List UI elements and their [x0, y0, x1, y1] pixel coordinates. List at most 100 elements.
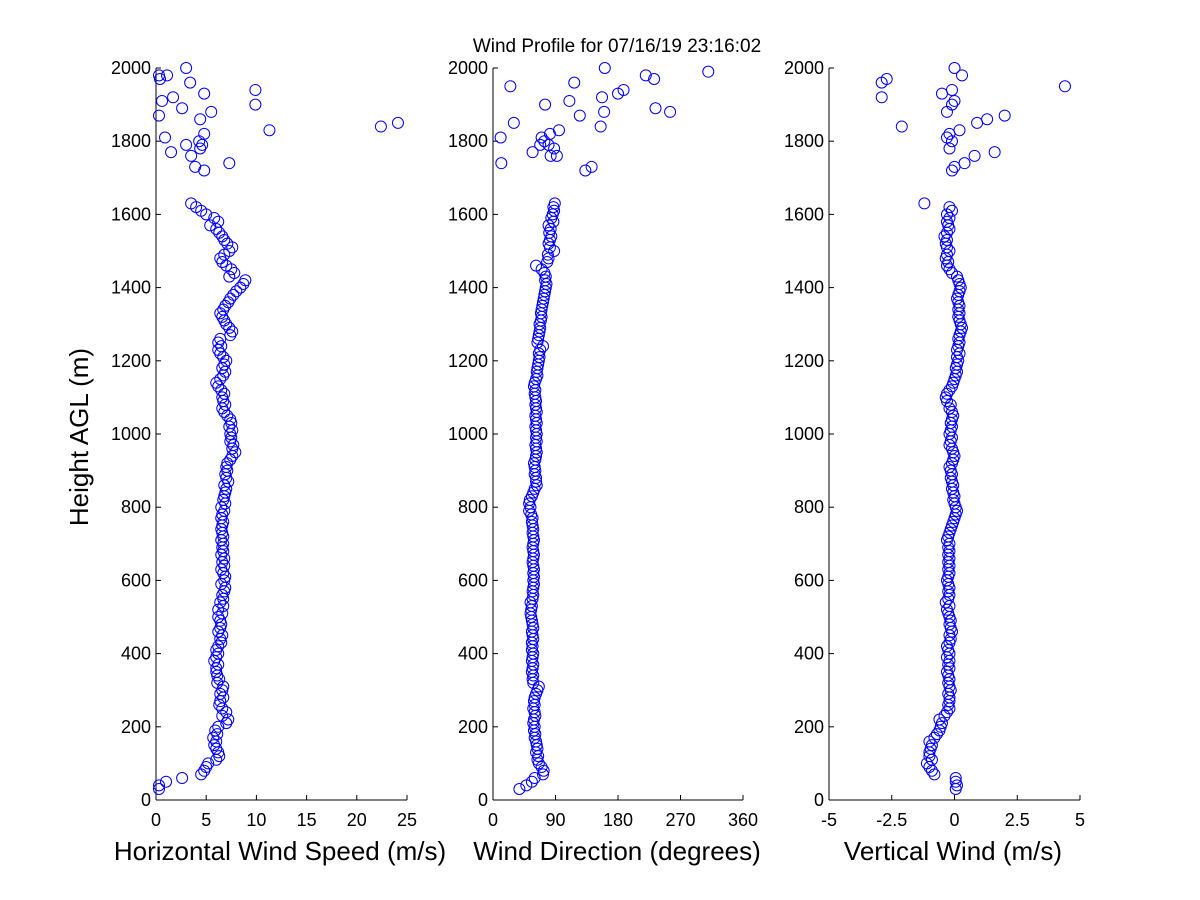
vertical-data-point	[940, 651, 953, 664]
speed-y-tick-label: 1400	[111, 278, 151, 298]
direction-data-point	[639, 69, 652, 82]
vertical-data-point	[942, 255, 955, 268]
speed-data-point	[218, 585, 231, 598]
direction-x-tick-label: 270	[665, 810, 695, 830]
speed-data-point	[226, 325, 239, 338]
vertical-data-point	[925, 739, 938, 752]
vertical-data-point	[923, 761, 936, 774]
speed-data-point	[223, 157, 236, 170]
vertical-x-tick-label: 5	[1075, 810, 1085, 830]
speed-data-point	[224, 413, 237, 426]
speed-data-point	[156, 94, 169, 107]
direction-data-point	[552, 124, 565, 137]
vertical-y-tick-label: 1600	[784, 204, 824, 224]
vertical-data-point	[923, 750, 936, 763]
vertical-data-point	[1058, 80, 1071, 93]
vertical-data-point	[940, 215, 953, 228]
vertical-x-tick-label: -5	[821, 810, 837, 830]
speed-data-point	[218, 387, 231, 400]
direction-data-point	[531, 742, 544, 755]
speed-data-point	[230, 285, 243, 298]
speed-data-point	[220, 706, 233, 719]
vertical-data-point	[940, 640, 953, 653]
direction-data-point	[617, 83, 630, 96]
speed-x-tick-label: 5	[201, 810, 211, 830]
speed-data-point	[226, 442, 239, 455]
vertical-data-point	[943, 629, 956, 642]
speed-x-tick-label: 10	[246, 810, 266, 830]
direction-y-tick-label: 1600	[448, 204, 488, 224]
direction-y-tick-label: 0	[478, 790, 488, 810]
speed-data-point	[208, 212, 221, 225]
vertical-data-point	[940, 131, 953, 144]
vertical-data-point	[938, 230, 951, 243]
vertical-x-tick-label: 2.5	[1005, 810, 1030, 830]
direction-data-point	[530, 259, 543, 272]
speed-data-point	[217, 351, 230, 364]
vertical-data-point	[940, 603, 953, 616]
direction-data-point	[494, 131, 507, 144]
speed-data-point	[221, 457, 234, 470]
speed-data-point	[184, 76, 197, 89]
speed-data-point	[213, 750, 226, 763]
vertical-data-point	[948, 160, 961, 173]
speed-data-point	[198, 127, 211, 140]
vertical-data-point	[875, 91, 888, 104]
speed-data-point	[194, 113, 207, 126]
direction-data-point	[507, 116, 520, 129]
direction-data-point	[550, 149, 563, 162]
speed-x-tick-label: 25	[397, 810, 417, 830]
direction-data-point	[544, 149, 557, 162]
speed-data-point	[195, 768, 208, 781]
vertical-data-point	[945, 83, 958, 96]
speed-x-tick-label: 0	[151, 810, 161, 830]
vertical-data-point	[943, 460, 956, 473]
direction-data-point	[513, 783, 526, 796]
direction-data-point	[579, 164, 592, 177]
vertical-y-tick-label: 400	[794, 644, 824, 664]
vertical-data-point	[953, 347, 966, 360]
vertical-y-tick-label: 200	[794, 717, 824, 737]
direction-data-point	[535, 761, 548, 774]
speed-data-point	[212, 720, 225, 733]
speed-data-point	[227, 288, 240, 301]
direction-data-point	[534, 343, 547, 356]
speed-data-point	[214, 332, 227, 345]
direction-data-point	[548, 197, 561, 210]
speed-data-point	[210, 223, 223, 236]
vertical-data-point	[930, 728, 943, 741]
vertical-data-point	[925, 764, 938, 777]
direction-data-point	[538, 266, 551, 279]
vertical-data-point	[943, 537, 956, 550]
direction-data-point	[664, 105, 677, 118]
vertical-data-point	[940, 226, 953, 239]
speed-data-point	[212, 640, 225, 653]
speed-data-point	[223, 321, 236, 334]
direction-data-point	[542, 219, 555, 232]
speed-y-tick-label: 0	[141, 790, 151, 810]
direction-data-point	[594, 120, 607, 133]
speed-data-point	[185, 197, 198, 210]
vertical-x-tick-label: -2.5	[876, 810, 907, 830]
speed-y-tick-label: 1200	[111, 351, 151, 371]
vertical-data-point	[988, 146, 1001, 159]
direction-y-tick-label: 800	[458, 497, 488, 517]
speed-data-point	[215, 563, 228, 576]
speed-data-point	[215, 618, 228, 631]
speed-data-point	[165, 146, 178, 159]
direction-data-point	[539, 274, 552, 287]
vertical-data-point	[935, 87, 948, 100]
vertical-data-point	[971, 116, 984, 129]
speed-data-point	[214, 596, 227, 609]
speed-data-point	[159, 131, 172, 144]
vertical-data-point	[939, 596, 952, 609]
speed-data-point	[209, 724, 222, 737]
speed-data-point	[161, 69, 174, 82]
vertical-data-point	[943, 201, 956, 214]
speed-data-point	[227, 438, 240, 451]
y-axis-label: Height AGL (m)	[64, 348, 94, 526]
speed-data-point	[180, 138, 193, 151]
vertical-data-point	[945, 442, 958, 455]
vertical-y-tick-label: 2000	[784, 58, 824, 78]
speed-data-point	[219, 299, 232, 312]
